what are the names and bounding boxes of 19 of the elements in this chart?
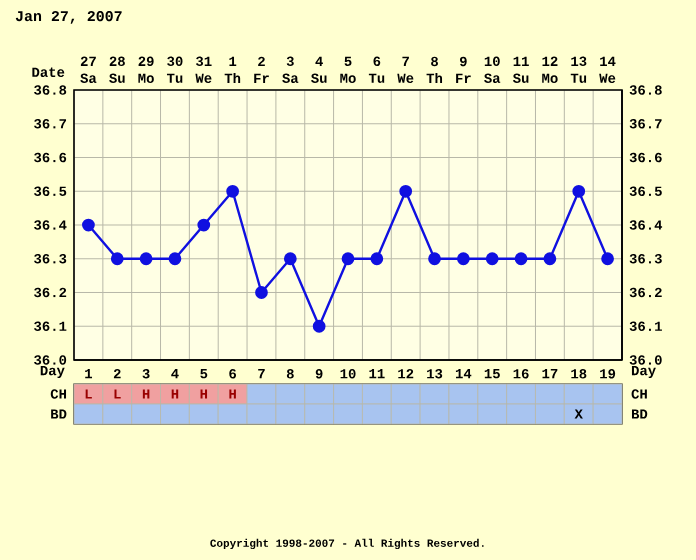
- point: [197, 218, 211, 232]
- point: [110, 252, 124, 266]
- point: [283, 252, 297, 266]
- point: [226, 184, 240, 198]
- point: [168, 252, 182, 266]
- point: [457, 252, 470, 266]
- point: [370, 252, 384, 266]
- point: [485, 252, 499, 266]
- point: [572, 184, 586, 198]
- point: [312, 319, 326, 333]
- point: [399, 184, 413, 198]
- point: [543, 252, 557, 266]
- point: [601, 252, 614, 266]
- point: [341, 252, 355, 266]
- point: [428, 252, 441, 266]
- point: [139, 252, 153, 266]
- point: [514, 252, 528, 266]
- point: [82, 218, 95, 232]
- point: [255, 286, 268, 299]
